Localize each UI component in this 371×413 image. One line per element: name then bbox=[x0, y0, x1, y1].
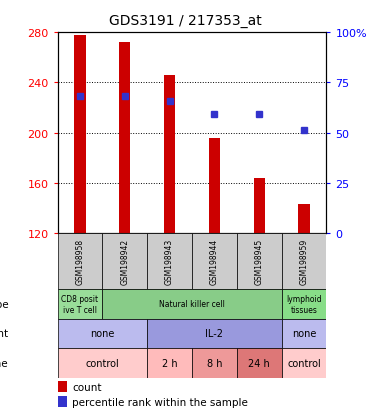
Text: none: none bbox=[90, 329, 115, 339]
Bar bbox=[58, 233, 102, 290]
Text: 8 h: 8 h bbox=[207, 358, 222, 368]
Text: agent: agent bbox=[0, 329, 8, 339]
Text: GSM198943: GSM198943 bbox=[165, 238, 174, 285]
Text: GSM198942: GSM198942 bbox=[120, 238, 129, 285]
Bar bbox=[102, 233, 147, 290]
Text: 24 h: 24 h bbox=[248, 358, 270, 368]
Bar bbox=[237, 233, 282, 290]
Bar bbox=[147, 233, 192, 290]
Bar bbox=[254, 178, 265, 233]
Text: GDS3191 / 217353_at: GDS3191 / 217353_at bbox=[109, 14, 262, 28]
Text: IL-2: IL-2 bbox=[206, 329, 223, 339]
Bar bbox=[58, 319, 147, 349]
Bar bbox=[192, 233, 237, 290]
Bar bbox=[237, 349, 282, 378]
Bar bbox=[58, 349, 147, 378]
Bar bbox=[147, 349, 192, 378]
Bar bbox=[147, 319, 282, 349]
Text: control: control bbox=[85, 358, 119, 368]
Bar bbox=[119, 43, 130, 233]
Text: control: control bbox=[287, 358, 321, 368]
Bar bbox=[282, 349, 326, 378]
Text: time: time bbox=[0, 358, 8, 368]
Text: 2 h: 2 h bbox=[162, 358, 177, 368]
Bar bbox=[58, 396, 67, 407]
Text: cell type: cell type bbox=[0, 299, 8, 309]
Bar bbox=[282, 319, 326, 349]
Bar bbox=[164, 76, 175, 233]
Bar bbox=[58, 290, 102, 319]
Bar bbox=[58, 381, 67, 392]
Bar bbox=[74, 36, 86, 233]
Bar bbox=[102, 290, 282, 319]
Text: count: count bbox=[72, 382, 102, 392]
Text: Natural killer cell: Natural killer cell bbox=[159, 300, 225, 309]
Text: GSM198944: GSM198944 bbox=[210, 238, 219, 285]
Text: GSM198959: GSM198959 bbox=[299, 238, 309, 285]
Text: percentile rank within the sample: percentile rank within the sample bbox=[72, 397, 248, 407]
Bar bbox=[298, 204, 310, 233]
Text: GSM198945: GSM198945 bbox=[255, 238, 264, 285]
Bar bbox=[192, 349, 237, 378]
Text: CD8 posit
ive T cell: CD8 posit ive T cell bbox=[61, 294, 98, 314]
Text: GSM198958: GSM198958 bbox=[75, 238, 85, 285]
Bar bbox=[209, 138, 220, 233]
Bar bbox=[282, 290, 326, 319]
Text: none: none bbox=[292, 329, 316, 339]
Bar bbox=[282, 233, 326, 290]
Text: lymphoid
tissues: lymphoid tissues bbox=[286, 294, 322, 314]
